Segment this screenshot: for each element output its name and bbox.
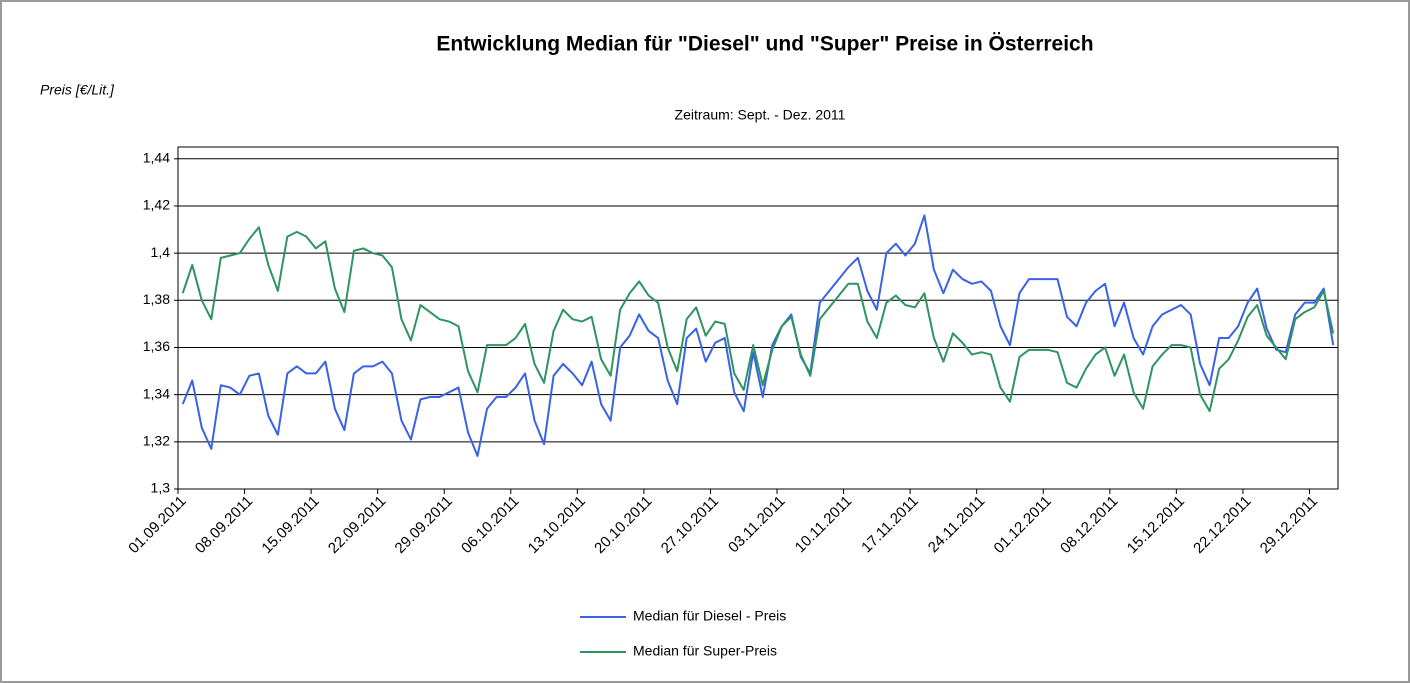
data-line <box>181 214 1335 457</box>
y-tick-label: 1,44 <box>143 149 170 165</box>
legend-label: Median für Super-Preis <box>633 643 777 659</box>
legend-label: Median für Diesel - Preis <box>633 608 786 624</box>
y-tick-label: 1,32 <box>143 433 170 449</box>
y-tick-label: 1,4 <box>151 244 171 260</box>
y-tick-label: 1,34 <box>143 385 170 401</box>
y-tick-label: 1,36 <box>143 338 170 354</box>
y-axis-label: Preis [€/Lit.] <box>40 82 115 98</box>
y-tick-label: 1,42 <box>143 197 170 213</box>
plot-area <box>177 146 1339 490</box>
y-tick-label: 1,3 <box>151 480 171 496</box>
data-line <box>181 226 1335 413</box>
chart-subtitle: Zeitraum: Sept. - Dez. 2011 <box>675 107 846 123</box>
y-tick-label: 1,38 <box>143 291 170 307</box>
chart-title: Entwicklung Median für "Diesel" und "Sup… <box>436 33 1093 56</box>
